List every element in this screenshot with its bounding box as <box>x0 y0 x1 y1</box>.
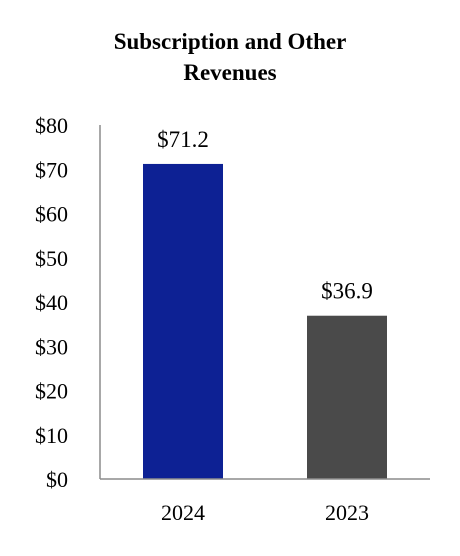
y-tick-label: $20 <box>35 379 68 404</box>
x-tick-labels: 2024 2023 <box>161 500 369 525</box>
y-tick-label: $60 <box>35 202 68 227</box>
y-tick-label: $30 <box>35 334 68 359</box>
y-tick-label: $40 <box>35 290 68 315</box>
data-label: $71.2 <box>157 127 209 152</box>
data-label: $36.9 <box>321 279 373 304</box>
y-tick-labels: $0 $10 $20 $30 $40 $50 $60 $70 $80 <box>35 113 68 492</box>
bar-2023 <box>307 315 387 479</box>
x-tick-label: 2024 <box>161 500 205 525</box>
chart-title-line-1: Subscription and Other <box>113 29 347 54</box>
axes <box>99 125 430 480</box>
data-labels: $71.2 $36.9 <box>157 127 373 304</box>
y-tick-label: $0 <box>46 467 68 492</box>
x-tick-label: 2023 <box>325 500 369 525</box>
y-tick-label: $80 <box>35 113 68 138</box>
chart-title: Subscription and Other Revenues <box>0 26 460 88</box>
y-tick-label: $70 <box>35 157 68 182</box>
bar-2024 <box>143 163 223 479</box>
bars <box>143 163 387 479</box>
y-tick-label: $10 <box>35 423 68 448</box>
y-tick-label: $50 <box>35 246 68 271</box>
chart-title-line-2: Revenues <box>183 60 277 85</box>
